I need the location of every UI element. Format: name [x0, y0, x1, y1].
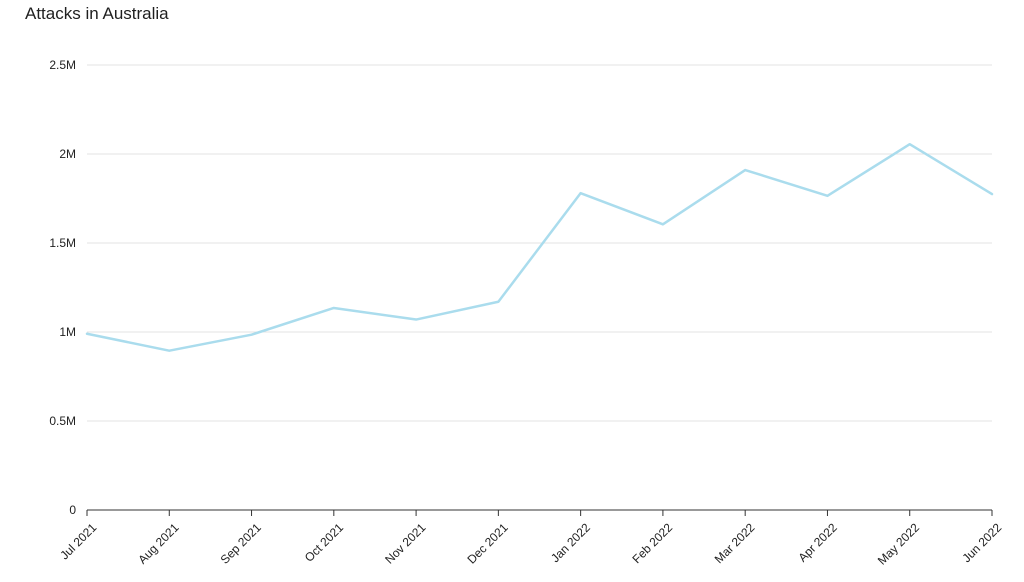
x-tick-label: Dec 2021: [464, 520, 510, 566]
x-tick-label: Sep 2021: [218, 520, 264, 566]
x-tick-label: Nov 2021: [382, 520, 428, 566]
y-tick-label: 1.5M: [49, 236, 76, 250]
x-tick-label: Oct 2021: [302, 520, 347, 565]
y-tick-label: 1M: [59, 325, 76, 339]
y-tick-label: 0.5M: [49, 414, 76, 428]
axes: [86, 509, 993, 516]
y-tick-label: 0: [69, 503, 76, 517]
x-tick-label: Aug 2021: [135, 520, 181, 566]
series-layer: [85, 142, 994, 352]
x-tick-label: Feb 2022: [629, 520, 675, 566]
gridlines: [87, 64, 992, 422]
x-tick-label: May 2022: [875, 520, 922, 567]
y-tick-label: 2.5M: [49, 58, 76, 72]
y-tick-label: 2M: [59, 147, 76, 161]
chart-title: Attacks in Australia: [25, 4, 169, 23]
tick-labels: 0 0.5M 1M 1.5M 2M 2.5M Jul 2021 Aug 2021 Sep 202…: [49, 58, 1004, 568]
x-tick-label: Jun 2022: [960, 520, 1005, 565]
x-tick-label: Jul 2021: [57, 520, 99, 562]
x-tick-label: Apr 2022: [795, 520, 840, 565]
series-line: [85, 142, 994, 352]
x-tick-label: Mar 2022: [712, 520, 758, 566]
x-tick-label: Jan 2022: [548, 520, 593, 565]
